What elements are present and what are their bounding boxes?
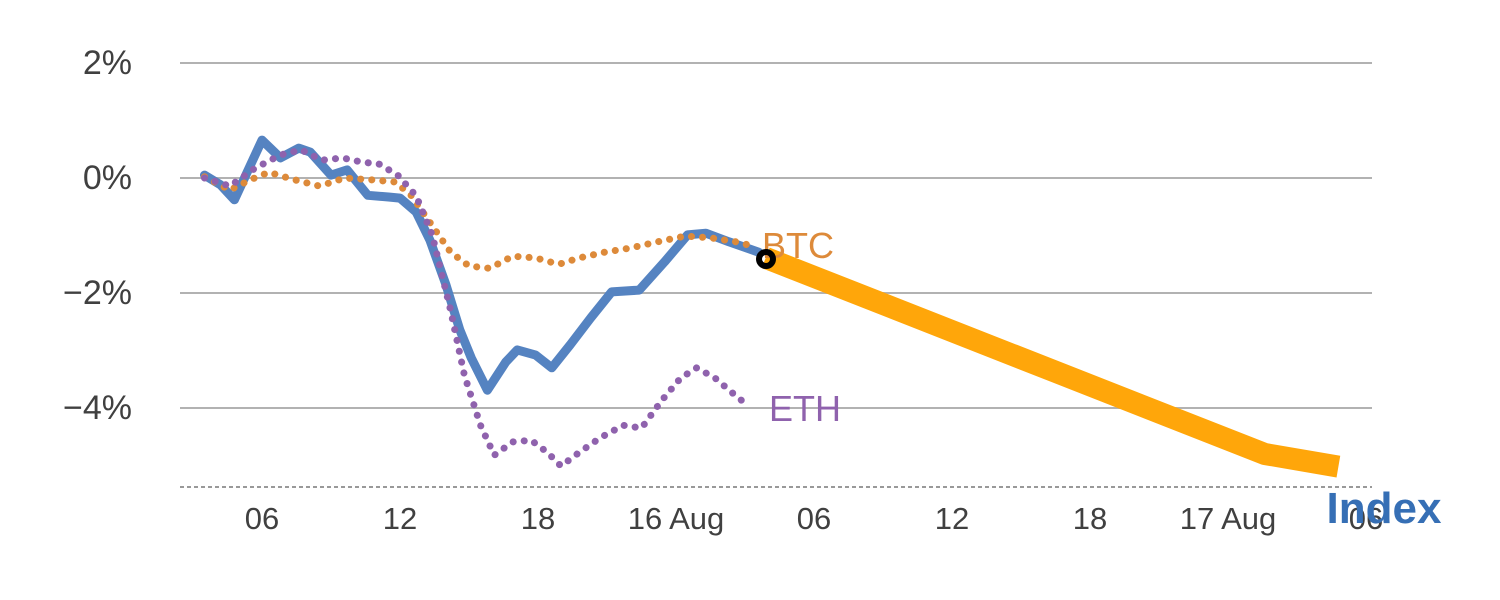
series-line-btc bbox=[201, 168, 760, 272]
x-axis-tick-label: 12 bbox=[382, 501, 418, 536]
drag-handle-marker[interactable] bbox=[756, 249, 776, 269]
x-axis-tick-label: 06 bbox=[796, 501, 832, 536]
y-axis-tick-label: −2% bbox=[63, 274, 132, 312]
x-axis-tick-label: 16 Aug bbox=[627, 501, 725, 536]
dragged-forecast-line[interactable] bbox=[761, 247, 1341, 478]
y-axis-tick-label: 0% bbox=[82, 159, 132, 197]
y-axis-tick-label: 2% bbox=[82, 44, 132, 82]
x-axis-tick-label: 17 Aug bbox=[1179, 501, 1277, 536]
series-label-index: Index bbox=[1326, 484, 1442, 533]
x-axis-tick-label: 18 bbox=[520, 501, 556, 536]
y-axis-tick-label: −4% bbox=[63, 389, 132, 427]
series-label-eth: ETH bbox=[769, 388, 841, 429]
x-axis-tick-label: 12 bbox=[934, 501, 970, 536]
x-axis-tick-label: 06 bbox=[244, 501, 280, 536]
series-line-index bbox=[200, 135, 764, 395]
x-axis-tick-label: 18 bbox=[1072, 501, 1108, 536]
x-axis-tick-label: 06 bbox=[1348, 501, 1384, 536]
series-line-eth bbox=[201, 146, 751, 470]
